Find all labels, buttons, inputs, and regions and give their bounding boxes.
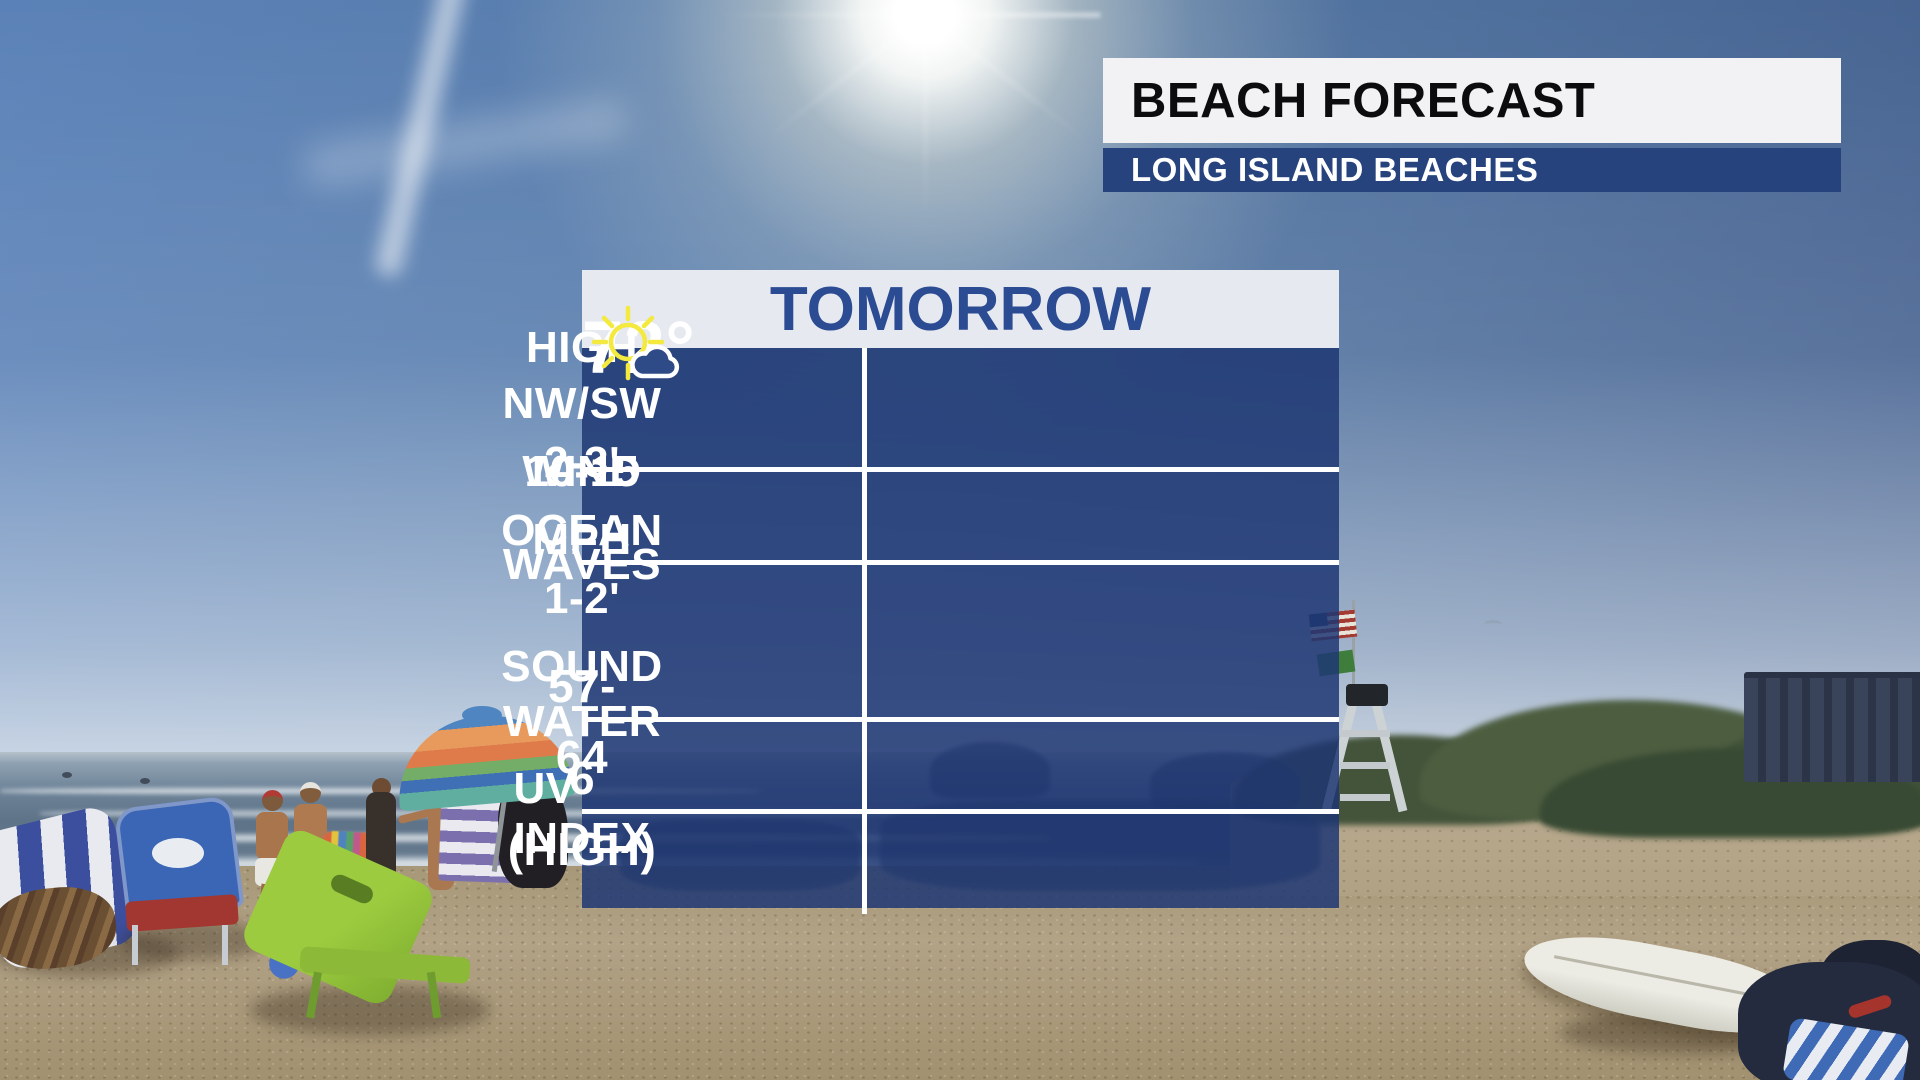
wind-value: NW/SW 10-15 MPH	[502, 378, 662, 565]
lifeguard-stand	[1340, 762, 1390, 769]
flag-pole	[1352, 600, 1355, 695]
lifeguard-stand	[1340, 730, 1390, 737]
sun-ray	[720, 12, 1101, 18]
row-label: WIND	[522, 447, 642, 496]
lifeguard-stand	[1340, 794, 1390, 801]
banner-title-bar: BEACH FORECAST	[1103, 58, 1841, 143]
uv-index-value: 6 (HIGH)	[507, 751, 657, 875]
forecast-panel-title: TOMORROW	[769, 274, 1152, 344]
swimmer	[140, 778, 150, 784]
row-label: UV INDEX	[513, 764, 651, 863]
table-row-high: HIGH 72°	[526, 306, 1339, 467]
forecast-panel-title-bar: TOMORROW	[582, 270, 1339, 348]
banner-subtitle: LONG ISLAND BEACHES	[1131, 151, 1539, 188]
row-label: WATER	[502, 697, 662, 746]
chair-leg	[132, 925, 138, 965]
table-row-wind: WIND NW/SW 10-15 MPH	[503, 379, 1339, 565]
lifeguard-seat	[1346, 684, 1388, 706]
bird	[1484, 620, 1502, 629]
swimmer	[62, 772, 72, 778]
column-divider	[862, 348, 867, 914]
waves-value: 2-3' OCEAN 1-2' SOUND	[501, 437, 663, 692]
chair-leg	[222, 925, 228, 965]
table-row-water: WATER 57-64	[503, 660, 1339, 814]
umbrella-top	[462, 706, 502, 724]
row-label: WAVES	[502, 540, 662, 589]
beachgoer	[262, 790, 283, 811]
dune-structure	[1744, 672, 1920, 782]
banner-subtitle-bar: LONG ISLAND BEACHES	[1103, 148, 1841, 192]
forecast-panel: TOMORROW HIGH 72°	[501, 270, 1339, 914]
table-row-waves: WAVES 2-3' OCEAN 1-2' SOUND	[501, 438, 1339, 722]
row-label: HIGH	[526, 323, 638, 372]
sun-ray	[923, 0, 928, 220]
table-row-uv-index: UV INDEX 6 (HIGH)	[508, 752, 1339, 908]
banner-title: BEACH FORECAST	[1131, 73, 1596, 128]
chair-logo	[152, 838, 204, 868]
sun-behind-cloud-icon	[591, 305, 680, 381]
beachgoer	[300, 782, 321, 803]
water-temp-value: 57-64	[548, 659, 616, 783]
forecast-panel-body: HIGH 72°	[501, 306, 1339, 914]
